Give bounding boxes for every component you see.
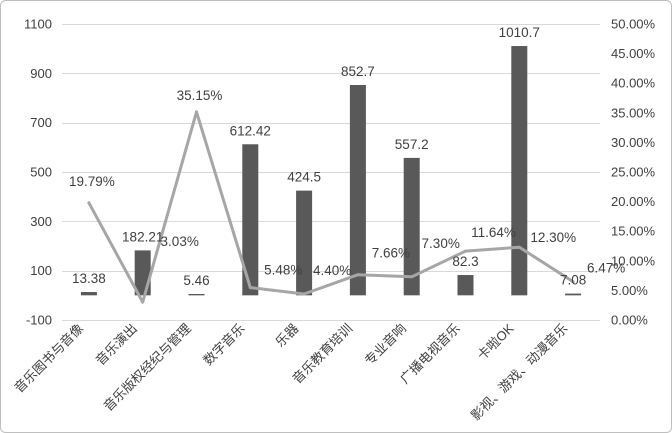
line-point-1 [87,201,91,205]
bar-value-label-4: 612.42 [230,123,271,138]
line-value-labels: 19.79% 3.03% 35.15% 5.48% 4.40% 7.66% 7.30% 11.… [69,88,625,278]
left-axis-tick-label: 300 [30,214,52,229]
line-value-label-1: 19.79% [69,174,115,189]
bar-value-label-1: 13.38 [72,271,106,286]
line-point-8 [464,249,467,253]
right-axis-tick-label: 40.00% [611,76,656,91]
line-point-3 [195,110,198,114]
right-axis-tick-label: 45.00% [611,46,656,61]
bar-10 [565,293,582,296]
left-axis-tick-label: 700 [30,115,52,130]
line-value-label-3: 35.15% [177,88,223,103]
line-value-label-6: 7.66% [372,246,410,261]
right-axis-tick-label: 30.00% [611,135,656,150]
line-value-label-7: 7.30% [422,236,460,251]
right-axis-tick-label: 25.00% [611,165,656,180]
bar-value-label-7: 557.2 [395,137,429,152]
line-point-2 [141,300,145,304]
left-axis-tick-label: 100 [30,263,52,278]
bar-1 [80,292,97,296]
bar-value-label-9: 1010.7 [499,25,540,40]
left-axis-tick-label: 900 [30,66,52,81]
line-value-label-8: 11.64% [471,225,516,240]
line-point-9 [517,245,521,249]
line-value-label-5: 4.40% [313,263,351,278]
bar-value-label-5: 424.5 [287,170,321,185]
bar-value-label-8: 82.3 [452,254,478,269]
right-axis-tick-label: 5.00% [611,283,648,298]
bar-9 [511,46,528,296]
left-axis-tick-label: -100 [26,313,52,328]
bar-6 [349,85,366,296]
line-value-label-10: 6.47% [587,261,625,276]
bar-3 [188,293,205,296]
bar-value-label-2: 182.21 [122,229,163,244]
left-axis-tick-label: 500 [30,165,52,180]
line-point-5 [302,292,306,296]
right-axis-tick-label: 15.00% [611,224,656,239]
bar-5 [296,190,313,296]
right-axis-tick-label: 10.00% [611,253,656,268]
line-value-label-4: 5.48% [264,263,302,278]
left-value-axis: 1100 900 700 500 300 100 -100 [24,17,52,328]
left-axis-tick-label: 1100 [24,17,52,32]
line-series [87,110,575,304]
right-percent-axis: 50.00% 45.00% 40.00% 35.00% 30.00% 25.00% 20.0… [611,17,656,328]
bar-value-label-3: 5.46 [183,273,209,288]
line-point-6 [356,273,360,277]
line-value-label-9: 12.30% [530,230,576,245]
line-point-4 [248,286,252,290]
bar-8 [457,275,474,296]
right-axis-tick-label: 50.00% [611,17,656,32]
line-point-7 [410,275,414,279]
bar-7 [403,157,420,296]
bar-value-label-6: 852.7 [341,64,375,79]
line-value-label-2: 3.03% [161,234,199,249]
line-point-10 [571,280,575,284]
right-axis-tick-label: 0.00% [611,313,648,328]
bar-value-label-10: 7.08 [560,273,586,288]
percent-series-line [87,110,575,304]
right-axis-tick-label: 35.00% [611,105,656,120]
bar-2 [134,250,151,296]
bar-4 [242,144,259,296]
bar-series [80,46,582,296]
right-axis-tick-label: 20.00% [611,194,656,209]
bar-value-labels: 13.38 182.21 5.46 612.42 424.5 852.7 557.2 82.3… [72,25,586,288]
